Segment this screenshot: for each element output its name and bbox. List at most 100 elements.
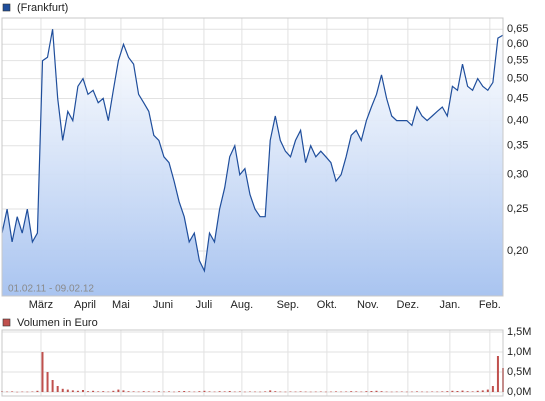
volume-bar [436,391,439,393]
y-tick-label: 0,55 [507,55,528,67]
x-tick-label: März [29,299,53,311]
volume-bar [319,391,322,393]
plot-frame [1,329,504,397]
volume-bar [173,391,176,393]
volume-bar [198,391,201,392]
volume-bar [102,391,105,392]
volume-bar [481,390,484,392]
volume-bar [97,391,100,392]
volume-bar [21,391,24,393]
y-tick-label: 0,35 [507,140,528,152]
y-tick-label: 1,0M [507,346,531,358]
volume-bar [238,391,241,392]
volume-bar [314,391,317,393]
volume-bar [112,390,115,392]
volume-bar [228,391,231,392]
volume-bar [446,391,449,392]
y-tick-label: 0,65 [507,23,528,35]
volume-bar [188,391,191,392]
volume-bar [178,391,181,392]
y-tick-label: 0,30 [507,169,528,181]
volume-bar [385,391,388,393]
volume-bar [6,391,9,393]
volume-bar [117,389,120,392]
volume-bar [471,391,474,392]
volume-bar [243,391,246,393]
volume-bar [486,389,489,392]
volume-bar [162,391,165,393]
volume-bar [274,391,277,392]
volume-bar [309,391,312,393]
x-tick-label: Mai [112,299,130,311]
volume-bar [132,391,135,392]
volume-bar [61,388,64,392]
volume-bar [269,390,272,392]
volume-bar [400,391,403,393]
volume-bar [71,390,74,392]
date-range: 01.02.11 - 09.02.12 [8,284,94,295]
volume-bar [142,391,145,392]
volume-bar [365,391,368,392]
volume-bar [289,391,292,393]
volume-bar [76,390,79,392]
volume-bar [264,391,267,392]
volume-bar [87,391,90,392]
volume-bar [441,391,444,392]
volume-bar [304,391,307,393]
volume-bar [233,391,236,393]
price-line [1,29,504,273]
volume-bar [254,391,257,393]
volume-bar [122,390,125,392]
volume-bar [456,391,459,392]
volume-bar [451,390,454,392]
x-tick-label: Dez. [397,299,420,311]
volume-bar [51,380,54,392]
volume-bar [496,356,499,392]
y-tick-label: 0,45 [507,92,528,104]
volume-bar [335,391,337,392]
volume-bar [36,390,39,392]
volume-bar [329,391,332,393]
volume-bar [193,391,196,393]
volume-bar [415,391,418,392]
volume-bar [299,391,302,392]
plot-frame [1,17,504,297]
volume-bar [46,372,49,392]
volume-bar [426,391,429,393]
volume-bar [218,391,221,392]
volume-bar [370,391,373,392]
volume-bar [410,391,413,393]
volume-bar [324,391,327,393]
volume-bar [223,391,226,392]
legend-swatch [2,3,11,12]
legend-swatch [2,318,11,327]
volume-bar [152,391,155,393]
volume-bar [147,391,150,392]
volume-bar [248,391,251,393]
volume-bar [11,391,14,392]
y-tick-label: 0,20 [507,245,528,257]
volume-bar [107,391,110,393]
volume-bar [360,391,363,393]
volume-bar [476,390,479,392]
y-tick-label: 0,50 [507,73,528,85]
x-tick-label: Sep. [277,299,300,311]
volume-bar [355,391,358,392]
volume-bar [137,391,140,393]
volume-bar [127,391,130,392]
volume-bar [350,391,353,392]
volume-bar [213,391,216,393]
x-tick-label: Juni [153,299,173,311]
volume-bar [208,391,211,392]
volume-bar [26,391,29,393]
x-tick-label: Aug. [231,299,254,311]
y-tick-label: 0,60 [507,38,528,50]
volume-bar [284,391,287,393]
volume-bar [491,386,494,392]
y-tick-label: 0,0M [507,386,531,398]
volume-bar [157,391,160,392]
volume-bar [168,391,170,392]
legend-label: (Frankfurt) [17,2,68,14]
volume-bar [421,391,424,393]
